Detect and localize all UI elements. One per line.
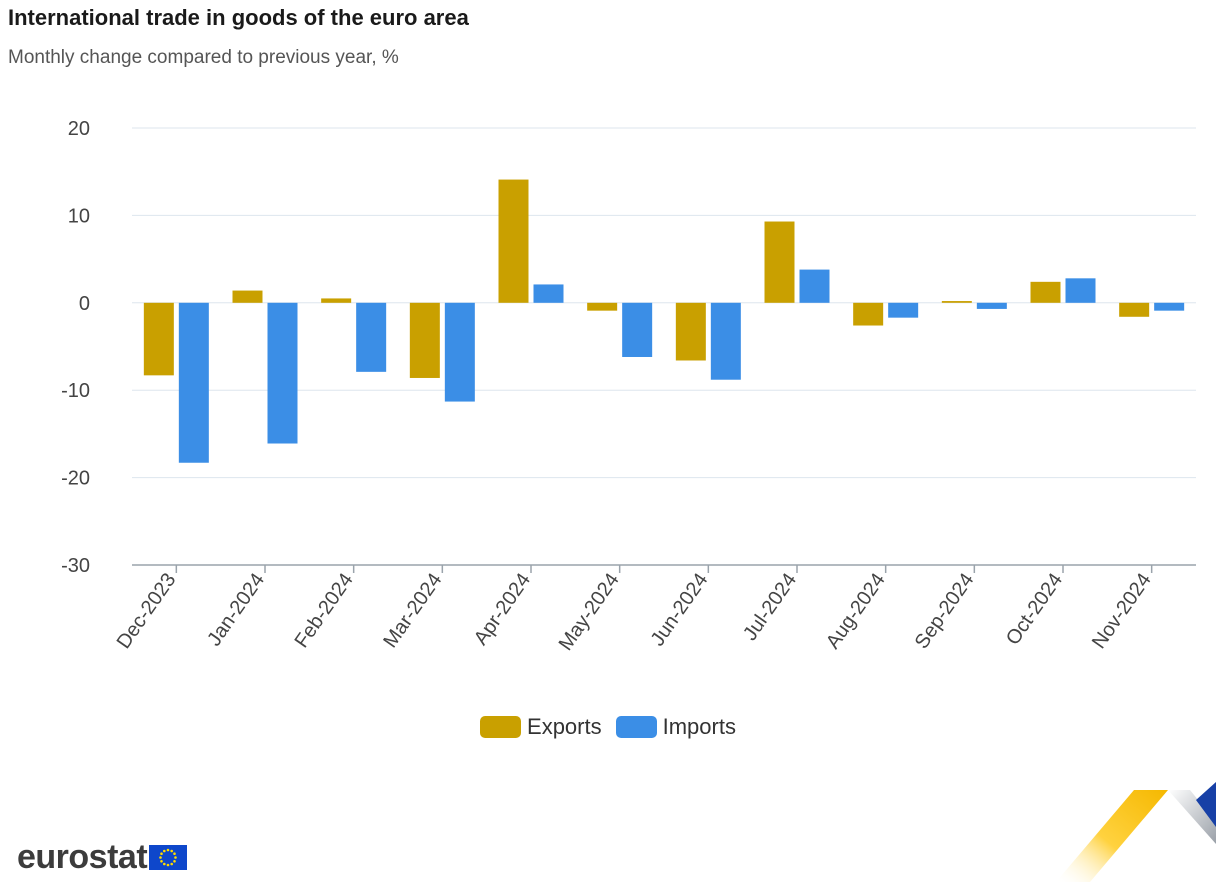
y-tick-label: -10 (61, 380, 90, 402)
bar-imports-dec-2023[interactable] (178, 302, 209, 463)
bar-exports-mar-2024[interactable] (409, 302, 440, 378)
bar-exports-feb-2024[interactable] (321, 298, 352, 303)
x-tick-label: Apr-2024 (470, 569, 535, 649)
chart-legend: Exports Imports (0, 714, 1216, 740)
bar-exports-apr-2024[interactable] (498, 179, 529, 303)
x-tick-label: Jan-2024 (203, 569, 269, 650)
decorative-corner-graphic (1056, 782, 1216, 882)
y-tick-label: 10 (68, 205, 90, 227)
legend-label-imports: Imports (662, 714, 736, 739)
x-tick-label: Jul-2024 (739, 569, 801, 644)
bar-exports-sep-2024[interactable] (941, 301, 972, 303)
bar-exports-jul-2024[interactable] (764, 221, 795, 303)
bars (143, 179, 1185, 463)
x-tick-label: Dec-2023 (113, 569, 181, 653)
bar-imports-mar-2024[interactable] (444, 302, 475, 402)
bar-exports-dec-2023[interactable] (143, 302, 174, 376)
bar-exports-oct-2024[interactable] (1030, 281, 1061, 303)
bar-imports-oct-2024[interactable] (1065, 278, 1096, 303)
bar-imports-sep-2024[interactable] (976, 302, 1007, 309)
x-tick-label: Jun-2024 (647, 569, 713, 650)
bar-exports-may-2024[interactable] (587, 302, 618, 311)
legend-swatch-exports (480, 716, 522, 738)
bar-imports-jul-2024[interactable] (799, 269, 830, 303)
legend-label-exports: Exports (527, 714, 602, 739)
x-tick-label: Aug-2024 (822, 569, 890, 653)
chart-title: International trade in goods of the euro… (8, 5, 469, 30)
bar-imports-aug-2024[interactable] (888, 302, 919, 318)
bar-imports-may-2024[interactable] (622, 302, 653, 357)
x-axis-tick-labels: Dec-2023 Jan-2024 Feb-2024 Mar-2024 Apr-2024… (113, 565, 1156, 655)
y-tick-label: -30 (61, 555, 90, 577)
bar-imports-apr-2024[interactable] (533, 284, 564, 303)
bar-chart: -30 -20 -10 0 10 20 Dec-2023 Jan-2024 Feb-2024 M… (61, 118, 1196, 655)
bar-exports-nov-2024[interactable] (1119, 302, 1150, 317)
eurostat-logo: eurostat (17, 838, 188, 877)
chart-subtitle: Monthly change compared to previous year… (8, 47, 399, 68)
logo-text: eurostat (17, 838, 148, 876)
bar-imports-feb-2024[interactable] (356, 302, 387, 372)
x-tick-label: Mar-2024 (379, 569, 446, 652)
x-tick-label: May-2024 (555, 569, 624, 654)
y-tick-label: 0 (79, 293, 90, 315)
legend-item-imports[interactable]: Imports (615, 714, 736, 740)
bar-exports-jun-2024[interactable] (675, 302, 706, 361)
legend-item-exports[interactable]: Exports (480, 714, 602, 740)
eu-flag-icon (149, 845, 188, 870)
grid-lines (132, 127, 1196, 479)
bar-imports-nov-2024[interactable] (1154, 302, 1185, 311)
y-axis-tick-labels: -30 -20 -10 0 10 20 (61, 118, 90, 577)
y-tick-label: 20 (68, 118, 90, 140)
y-tick-label: -20 (61, 468, 90, 490)
x-tick-label: Sep-2024 (911, 569, 979, 653)
bar-exports-aug-2024[interactable] (853, 302, 884, 326)
x-tick-label: Feb-2024 (291, 569, 358, 652)
legend-swatch-imports (615, 716, 657, 738)
x-tick-label: Oct-2024 (1002, 569, 1067, 649)
x-tick-label: Nov-2024 (1088, 569, 1156, 653)
bar-exports-jan-2024[interactable] (232, 290, 263, 303)
bar-imports-jun-2024[interactable] (710, 302, 741, 380)
bar-imports-jan-2024[interactable] (267, 302, 298, 444)
